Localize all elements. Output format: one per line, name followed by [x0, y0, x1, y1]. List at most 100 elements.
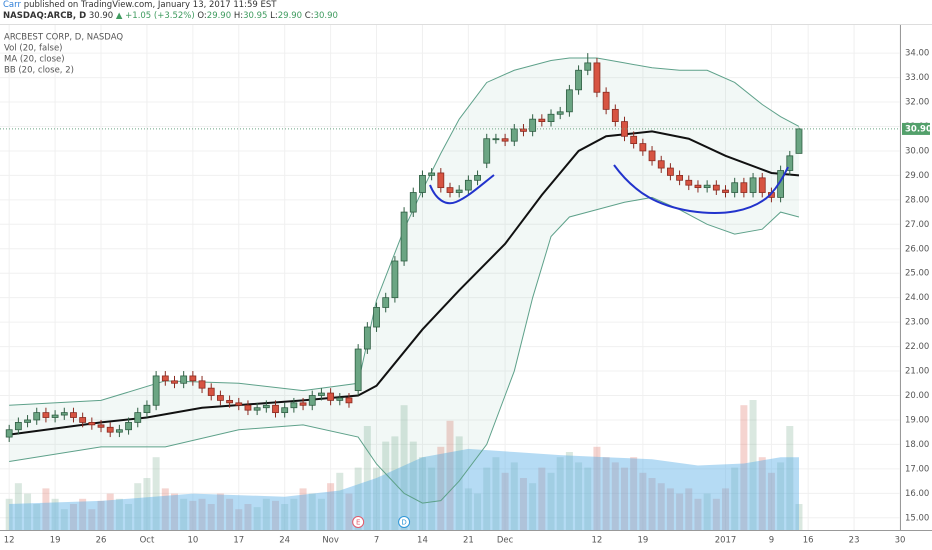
volume-bar	[685, 488, 693, 530]
legend-item: MA (20, close)	[4, 55, 65, 65]
volume-bar	[345, 493, 353, 530]
volume-bar	[547, 472, 555, 530]
candle-body	[584, 62, 592, 71]
y-tick-label: 20.00	[905, 391, 929, 401]
volume-bar	[363, 426, 371, 530]
candle-body	[428, 172, 436, 176]
volume-bar	[290, 498, 298, 530]
volume-bar	[180, 498, 188, 530]
volume-bar	[758, 457, 766, 530]
bb-fill	[9, 58, 799, 504]
volume-bar	[694, 498, 702, 530]
candle-body	[180, 375, 188, 384]
event-marker	[398, 516, 411, 528]
author[interactable]: Carr	[3, 0, 21, 10]
y-tick-label: 17.00	[905, 464, 929, 474]
candle-body	[795, 128, 803, 154]
candle-body	[694, 184, 702, 189]
volume-bar	[767, 472, 775, 530]
annotation-curve	[429, 174, 495, 205]
candle-body	[667, 167, 674, 176]
candle-body	[207, 387, 215, 396]
candle-body	[419, 174, 426, 193]
candle-body	[382, 297, 390, 308]
volume-bar	[529, 483, 537, 530]
candle-body	[547, 113, 555, 122]
x-tick-label: 19	[637, 536, 648, 546]
x-tick-label: 12	[4, 536, 15, 546]
c-label: C:	[304, 11, 314, 21]
candle-body	[272, 404, 279, 414]
candle-body	[556, 111, 564, 115]
candle-body	[106, 426, 114, 433]
y-tick-label: 22.00	[905, 342, 929, 352]
y-tick-label: 16.00	[905, 489, 929, 499]
ma-line	[9, 130, 800, 436]
volume-bar	[299, 488, 307, 530]
volume-bar	[786, 426, 794, 530]
candle-body	[253, 407, 261, 411]
volume-bar	[722, 488, 730, 530]
volume-bar	[492, 457, 500, 530]
x-tick-label: 14	[417, 536, 428, 546]
volume-bar	[483, 467, 491, 530]
volume-bar	[519, 478, 527, 530]
volume-bar	[510, 462, 518, 530]
header: Carr published on TradingView.com, Janua…	[0, 0, 932, 24]
candle-body	[703, 184, 711, 189]
candle-body	[125, 421, 132, 431]
volume-bar	[382, 441, 390, 530]
candle-body	[299, 402, 307, 406]
volume-bar	[749, 400, 757, 530]
volume-bar	[69, 504, 77, 530]
volume-bar	[14, 483, 22, 530]
y-tick-label: 26.00	[905, 244, 929, 254]
header-line: NASDAQ:ARCB, D 30.90 ▲ +1.05 (+3.52%) O:…	[0, 11, 932, 22]
volume-bar	[327, 483, 335, 530]
bb-upper	[9, 57, 800, 406]
candle-body	[483, 138, 491, 164]
volume-bar	[777, 462, 785, 530]
volume-bar	[409, 441, 417, 530]
candle-body	[712, 184, 720, 191]
candle-body	[455, 189, 463, 193]
volume-bar	[501, 472, 509, 530]
candle-body	[217, 395, 224, 401]
change: ▲ +1.05 (+3.52%)	[115, 11, 195, 21]
volume-bar	[418, 457, 426, 530]
candle-body	[152, 375, 160, 406]
volume-bar	[538, 467, 546, 530]
y-tick-label: 19.00	[905, 415, 929, 425]
candle-body	[602, 91, 610, 110]
candle-body	[24, 419, 31, 423]
volume-bar	[446, 420, 454, 530]
candle-body	[538, 118, 546, 122]
volume-bar	[51, 498, 59, 530]
volume-bar	[226, 498, 234, 530]
annotation-curve	[613, 164, 789, 214]
volume-bar	[676, 493, 684, 530]
candle-body	[758, 177, 766, 193]
y-tick-label: 21.00	[905, 367, 929, 377]
volume-bar	[5, 498, 13, 530]
candle-body	[161, 375, 169, 382]
volume-bar	[437, 446, 445, 530]
candle-body	[731, 182, 739, 193]
candle-body	[639, 143, 647, 152]
volume-bar	[556, 457, 564, 530]
volume-bar	[125, 504, 133, 530]
volume-bar	[639, 472, 647, 530]
x-tick-label: 2017	[715, 536, 737, 546]
o: 29.90	[206, 11, 232, 21]
candle-body	[115, 429, 123, 433]
candle-body	[363, 326, 371, 350]
legend-item: ARCBEST CORP, D, NASDAQ	[4, 33, 123, 43]
volume-bar	[253, 507, 261, 530]
candle-body	[740, 182, 748, 193]
candle-body	[575, 69, 582, 91]
volume-bar	[281, 504, 289, 530]
candle-body	[262, 404, 270, 409]
candle-body	[446, 187, 454, 193]
legend-item: BB (20, close, 2)	[4, 66, 74, 76]
